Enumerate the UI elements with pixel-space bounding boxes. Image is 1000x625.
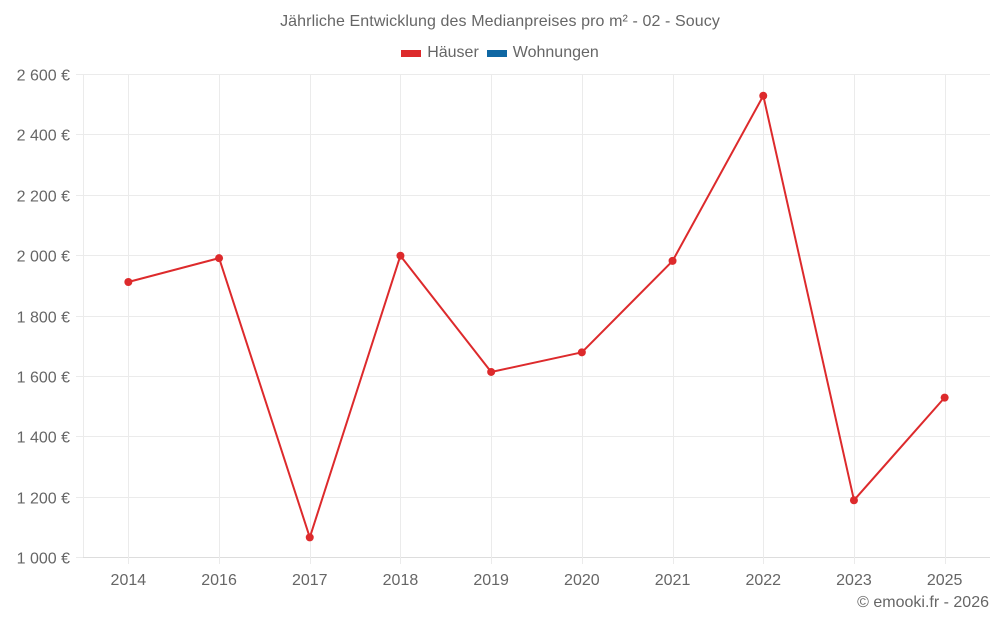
- legend-label-haeuser: Häuser: [427, 44, 479, 61]
- y-axis: 1 000 € 1 200 € 1 400 € 1 600 € 1 800 € 2 000…: [17, 68, 70, 568]
- x-tick-label: 2019: [473, 572, 509, 589]
- x-tick-label: 2020: [564, 572, 600, 589]
- data-point[interactable]: [396, 251, 405, 260]
- data-point[interactable]: [940, 393, 949, 402]
- x-tick-label: 2022: [745, 572, 781, 589]
- credit-text: © emooki.fr - 2026: [857, 594, 989, 611]
- x-tick-label: 2023: [836, 572, 872, 589]
- y-tick-label: 1 800 €: [17, 310, 70, 327]
- data-point[interactable]: [759, 91, 768, 100]
- series-haeuser: [124, 91, 949, 542]
- x-tick-label: 2017: [292, 572, 328, 589]
- data-point[interactable]: [124, 277, 133, 286]
- y-tick-label: 2 600 €: [17, 68, 70, 85]
- x-tick-label: 2014: [111, 572, 147, 589]
- x-tick-label: 2021: [655, 572, 691, 589]
- x-tick-label: 2025: [927, 572, 963, 589]
- data-point[interactable]: [215, 254, 224, 263]
- legend-label-wohnungen: Wohnungen: [512, 44, 599, 61]
- legend-swatch-haeuser: [401, 49, 422, 57]
- data-point[interactable]: [668, 256, 677, 265]
- data-point[interactable]: [577, 348, 586, 357]
- data-point[interactable]: [305, 533, 314, 542]
- y-tick-label: 2 200 €: [17, 189, 70, 206]
- gridlines: [76, 74, 990, 564]
- y-tick-label: 2 000 €: [17, 249, 70, 266]
- y-tick-label: 2 400 €: [17, 128, 70, 145]
- series-line: [128, 94, 946, 539]
- data-point[interactable]: [487, 367, 496, 376]
- chart-title: Jährliche Entwicklung des Medianpreises …: [280, 13, 720, 30]
- x-axis: 2014 2016 2017 2018 2019 2020 2021 2022 2023 2025: [111, 572, 963, 589]
- legend-item-wohnungen[interactable]: Wohnungen: [486, 44, 599, 62]
- y-tick-label: 1 400 €: [17, 430, 70, 447]
- legend: Häuser Wohnungen: [0, 44, 1000, 62]
- data-point[interactable]: [849, 496, 858, 505]
- y-tick-label: 1 200 €: [17, 491, 70, 508]
- x-tick-label: 2018: [383, 572, 419, 589]
- y-tick-label: 1 600 €: [17, 370, 70, 387]
- legend-swatch-wohnungen: [486, 49, 507, 57]
- x-tick-label: 2016: [201, 572, 237, 589]
- y-tick-label: 1 000 €: [17, 551, 70, 568]
- legend-item-haeuser[interactable]: Häuser: [401, 44, 479, 62]
